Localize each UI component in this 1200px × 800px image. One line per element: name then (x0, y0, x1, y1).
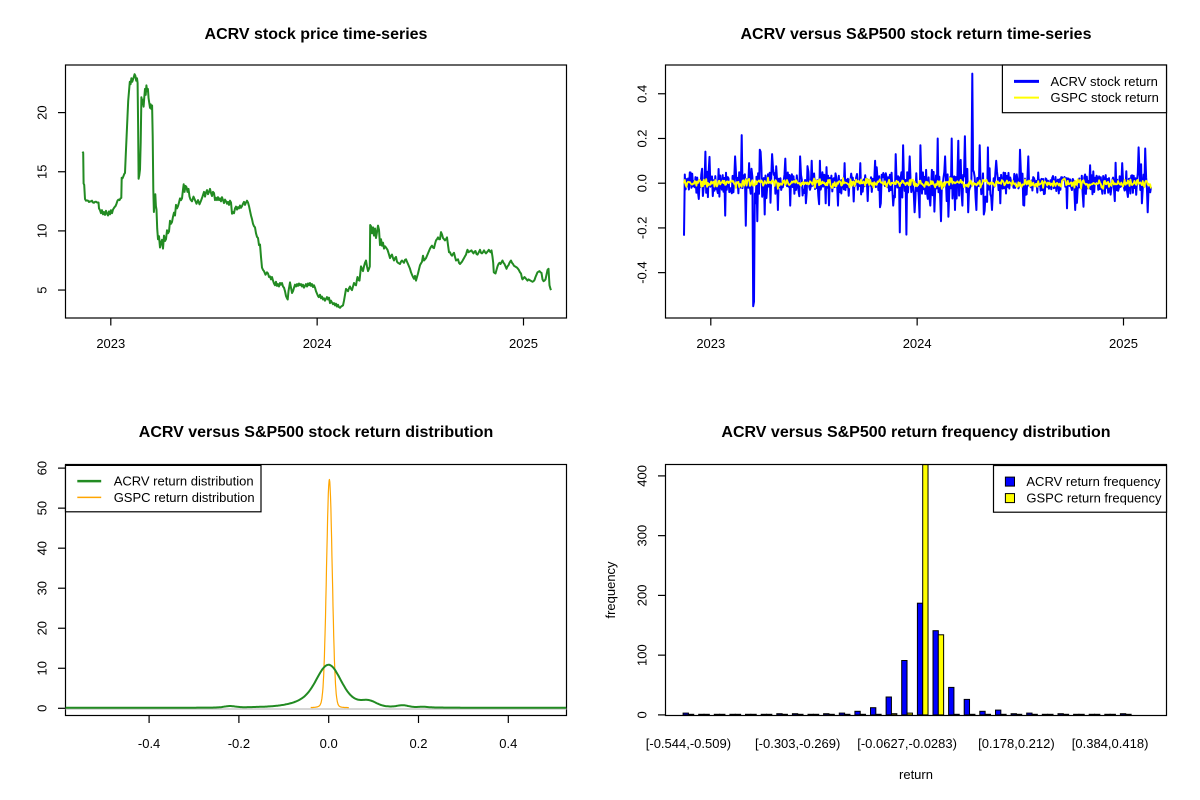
svg-text:ACRV return frequency: ACRV return frequency (1026, 474, 1161, 489)
svg-text:2023: 2023 (696, 336, 725, 351)
svg-text:[-0.544,-0.509): [-0.544,-0.509) (646, 736, 731, 751)
svg-text:ACRV stock price time-series: ACRV stock price time-series (205, 26, 428, 43)
svg-text:30: 30 (35, 581, 50, 595)
svg-text:-0.4: -0.4 (635, 261, 650, 283)
svg-text:20: 20 (35, 621, 50, 635)
svg-text:300: 300 (635, 525, 650, 547)
svg-text:0: 0 (635, 711, 650, 718)
svg-text:0.2: 0.2 (635, 129, 650, 147)
svg-text:ACRV return distribution: ACRV return distribution (114, 474, 254, 489)
svg-text:[0.384,0.418): [0.384,0.418) (1072, 736, 1149, 751)
svg-text:[-0.0627,-0.0283): [-0.0627,-0.0283) (857, 736, 957, 751)
svg-text:GSPC return distribution: GSPC return distribution (114, 490, 255, 505)
svg-text:0.2: 0.2 (409, 736, 427, 751)
svg-text:0.4: 0.4 (635, 85, 650, 103)
svg-text:GSPC return frequency: GSPC return frequency (1026, 491, 1162, 506)
svg-text:ACRV stock return: ACRV stock return (1051, 74, 1158, 89)
svg-text:400: 400 (635, 465, 650, 487)
svg-text:10: 10 (35, 224, 50, 238)
svg-text:15: 15 (35, 165, 50, 179)
svg-text:2023: 2023 (96, 336, 125, 351)
svg-text:40: 40 (35, 541, 50, 555)
svg-text:60: 60 (35, 461, 50, 475)
svg-text:ACRV versus S&P500 return freq: ACRV versus S&P500 return frequency dist… (721, 424, 1110, 441)
svg-text:2025: 2025 (509, 336, 538, 351)
svg-text:10: 10 (35, 661, 50, 675)
svg-text:[-0.303,-0.269): [-0.303,-0.269) (755, 736, 840, 751)
svg-text:ACRV versus S&P500 stock retur: ACRV versus S&P500 stock return time-ser… (741, 26, 1092, 43)
svg-text:frequency: frequency (603, 561, 618, 619)
svg-text:GSPC stock return: GSPC stock return (1051, 90, 1159, 105)
svg-text:0.0: 0.0 (635, 174, 650, 192)
svg-text:200: 200 (635, 585, 650, 607)
svg-text:2024: 2024 (303, 336, 332, 351)
svg-text:[0.178,0.212): [0.178,0.212) (978, 736, 1055, 751)
svg-text:20: 20 (35, 105, 50, 119)
svg-text:-0.4: -0.4 (138, 736, 160, 751)
svg-text:2024: 2024 (903, 336, 932, 351)
svg-text:5: 5 (35, 286, 50, 293)
svg-text:0.0: 0.0 (320, 736, 338, 751)
svg-text:0.4: 0.4 (499, 736, 517, 751)
svg-text:100: 100 (635, 644, 650, 666)
svg-text:2025: 2025 (1109, 336, 1138, 351)
svg-text:0: 0 (35, 705, 50, 712)
svg-text:-0.2: -0.2 (228, 736, 250, 751)
svg-text:ACRV versus S&P500 stock retur: ACRV versus S&P500 stock return distribu… (139, 424, 493, 441)
svg-text:50: 50 (35, 501, 50, 515)
svg-text:-0.2: -0.2 (635, 217, 650, 239)
svg-text:return: return (899, 767, 933, 782)
